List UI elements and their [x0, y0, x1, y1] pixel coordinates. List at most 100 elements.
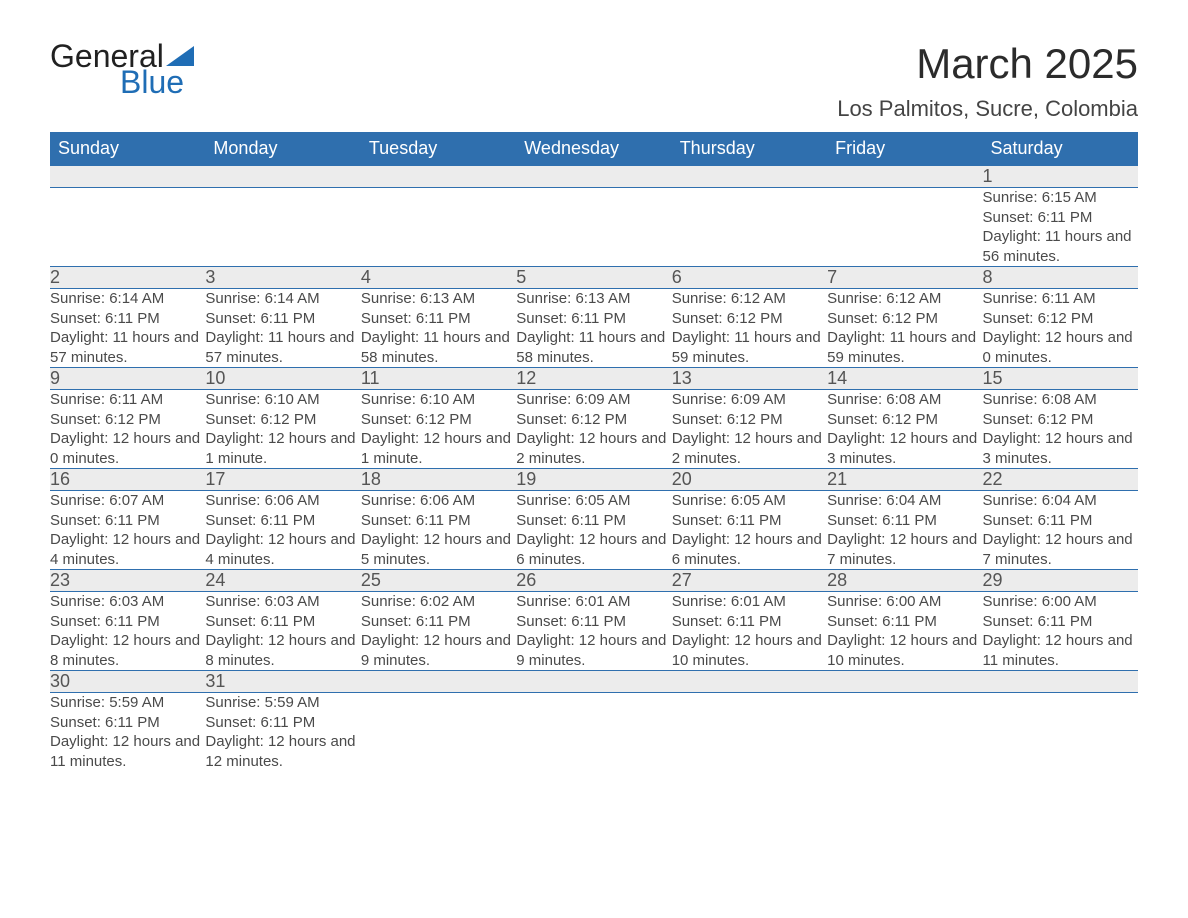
calendar-daynum-row: 16171819202122 — [50, 469, 1138, 491]
day-number — [672, 671, 827, 693]
header: General Blue March 2025 Los Palmitos, Su… — [50, 40, 1138, 122]
day-header: Saturday — [983, 132, 1138, 166]
day-header: Monday — [205, 132, 360, 166]
day-detail — [983, 693, 1138, 772]
day-number: 5 — [516, 267, 671, 289]
calendar-table: Sunday Monday Tuesday Wednesday Thursday… — [50, 132, 1138, 771]
day-number: 9 — [50, 368, 205, 390]
day-detail: Sunrise: 5:59 AMSunset: 6:11 PMDaylight:… — [205, 693, 360, 772]
day-number: 18 — [361, 469, 516, 491]
day-number — [983, 671, 1138, 693]
day-header: Friday — [827, 132, 982, 166]
day-number: 4 — [361, 267, 516, 289]
day-detail: Sunrise: 6:08 AMSunset: 6:12 PMDaylight:… — [827, 390, 982, 469]
calendar-detail-row: Sunrise: 6:14 AMSunset: 6:11 PMDaylight:… — [50, 289, 1138, 368]
day-detail: Sunrise: 6:11 AMSunset: 6:12 PMDaylight:… — [50, 390, 205, 469]
day-detail: Sunrise: 6:01 AMSunset: 6:11 PMDaylight:… — [516, 592, 671, 671]
page-subtitle: Los Palmitos, Sucre, Colombia — [837, 96, 1138, 122]
calendar-daynum-row: 3031 — [50, 671, 1138, 693]
day-detail — [361, 693, 516, 772]
day-header: Tuesday — [361, 132, 516, 166]
day-number — [827, 671, 982, 693]
day-detail: Sunrise: 5:59 AMSunset: 6:11 PMDaylight:… — [50, 693, 205, 772]
day-number: 19 — [516, 469, 671, 491]
day-detail: Sunrise: 6:04 AMSunset: 6:11 PMDaylight:… — [827, 491, 982, 570]
day-detail — [827, 188, 982, 267]
day-number: 8 — [983, 267, 1138, 289]
day-detail: Sunrise: 6:10 AMSunset: 6:12 PMDaylight:… — [361, 390, 516, 469]
logo-word-2: Blue — [120, 66, 194, 98]
day-number: 30 — [50, 671, 205, 693]
day-detail — [516, 188, 671, 267]
page-title: March 2025 — [837, 40, 1138, 88]
day-number: 26 — [516, 570, 671, 592]
day-detail: Sunrise: 6:07 AMSunset: 6:11 PMDaylight:… — [50, 491, 205, 570]
day-number: 14 — [827, 368, 982, 390]
day-number — [361, 671, 516, 693]
day-number: 21 — [827, 469, 982, 491]
day-number — [50, 166, 205, 188]
day-detail: Sunrise: 6:14 AMSunset: 6:11 PMDaylight:… — [205, 289, 360, 368]
day-number: 17 — [205, 469, 360, 491]
day-number: 28 — [827, 570, 982, 592]
day-number — [672, 166, 827, 188]
day-detail: Sunrise: 6:05 AMSunset: 6:11 PMDaylight:… — [516, 491, 671, 570]
day-number: 3 — [205, 267, 360, 289]
title-block: March 2025 Los Palmitos, Sucre, Colombia — [837, 40, 1138, 122]
day-detail — [50, 188, 205, 267]
day-number: 29 — [983, 570, 1138, 592]
calendar-detail-row: Sunrise: 6:11 AMSunset: 6:12 PMDaylight:… — [50, 390, 1138, 469]
day-number: 13 — [672, 368, 827, 390]
day-detail: Sunrise: 6:15 AMSunset: 6:11 PMDaylight:… — [983, 188, 1138, 267]
calendar-detail-row: Sunrise: 6:03 AMSunset: 6:11 PMDaylight:… — [50, 592, 1138, 671]
day-number: 24 — [205, 570, 360, 592]
day-number: 1 — [983, 166, 1138, 188]
day-detail: Sunrise: 6:01 AMSunset: 6:11 PMDaylight:… — [672, 592, 827, 671]
day-number: 23 — [50, 570, 205, 592]
day-detail: Sunrise: 6:06 AMSunset: 6:11 PMDaylight:… — [205, 491, 360, 570]
day-number: 10 — [205, 368, 360, 390]
day-number: 25 — [361, 570, 516, 592]
day-number: 6 — [672, 267, 827, 289]
day-number: 2 — [50, 267, 205, 289]
day-detail: Sunrise: 6:13 AMSunset: 6:11 PMDaylight:… — [516, 289, 671, 368]
day-detail: Sunrise: 6:09 AMSunset: 6:12 PMDaylight:… — [672, 390, 827, 469]
day-detail: Sunrise: 6:11 AMSunset: 6:12 PMDaylight:… — [983, 289, 1138, 368]
day-header: Thursday — [672, 132, 827, 166]
day-detail: Sunrise: 6:02 AMSunset: 6:11 PMDaylight:… — [361, 592, 516, 671]
day-number — [205, 166, 360, 188]
day-detail: Sunrise: 6:09 AMSunset: 6:12 PMDaylight:… — [516, 390, 671, 469]
day-detail: Sunrise: 6:08 AMSunset: 6:12 PMDaylight:… — [983, 390, 1138, 469]
day-header: Sunday — [50, 132, 205, 166]
day-detail: Sunrise: 6:00 AMSunset: 6:11 PMDaylight:… — [983, 592, 1138, 671]
day-detail: Sunrise: 6:03 AMSunset: 6:11 PMDaylight:… — [205, 592, 360, 671]
day-number: 11 — [361, 368, 516, 390]
day-number: 20 — [672, 469, 827, 491]
day-number: 27 — [672, 570, 827, 592]
day-detail — [827, 693, 982, 772]
logo-triangle-icon — [166, 46, 194, 66]
day-detail — [672, 188, 827, 267]
day-number: 15 — [983, 368, 1138, 390]
calendar-detail-row: Sunrise: 6:15 AMSunset: 6:11 PMDaylight:… — [50, 188, 1138, 267]
logo: General Blue — [50, 40, 194, 98]
calendar-detail-row: Sunrise: 6:07 AMSunset: 6:11 PMDaylight:… — [50, 491, 1138, 570]
day-number: 22 — [983, 469, 1138, 491]
day-detail: Sunrise: 6:12 AMSunset: 6:12 PMDaylight:… — [672, 289, 827, 368]
day-detail — [516, 693, 671, 772]
day-number: 12 — [516, 368, 671, 390]
day-detail — [361, 188, 516, 267]
day-detail: Sunrise: 6:03 AMSunset: 6:11 PMDaylight:… — [50, 592, 205, 671]
day-detail: Sunrise: 6:06 AMSunset: 6:11 PMDaylight:… — [361, 491, 516, 570]
day-detail: Sunrise: 6:10 AMSunset: 6:12 PMDaylight:… — [205, 390, 360, 469]
day-detail: Sunrise: 6:12 AMSunset: 6:12 PMDaylight:… — [827, 289, 982, 368]
calendar-daynum-row: 2345678 — [50, 267, 1138, 289]
day-number — [827, 166, 982, 188]
day-detail: Sunrise: 6:04 AMSunset: 6:11 PMDaylight:… — [983, 491, 1138, 570]
day-number: 16 — [50, 469, 205, 491]
day-detail: Sunrise: 6:00 AMSunset: 6:11 PMDaylight:… — [827, 592, 982, 671]
day-detail — [672, 693, 827, 772]
day-detail: Sunrise: 6:05 AMSunset: 6:11 PMDaylight:… — [672, 491, 827, 570]
calendar-header-row: Sunday Monday Tuesday Wednesday Thursday… — [50, 132, 1138, 166]
day-detail — [205, 188, 360, 267]
